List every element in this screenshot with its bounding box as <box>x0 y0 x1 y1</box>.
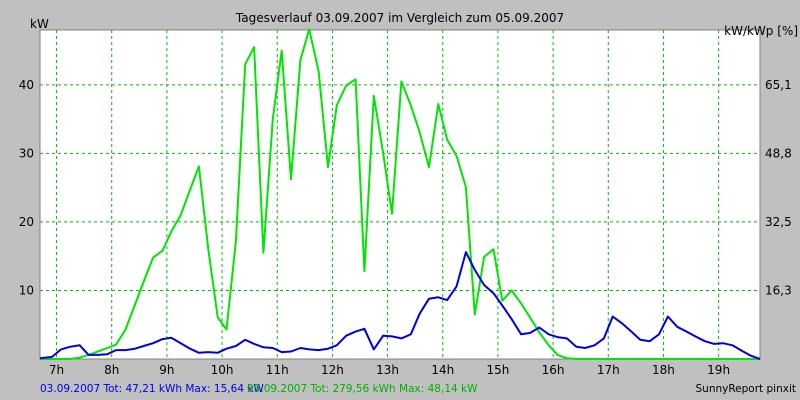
y-tick-label-right: 16,3 <box>765 283 792 297</box>
series-line-05-09-2007 <box>40 28 760 360</box>
y-tick-label-left: 40 <box>19 78 34 92</box>
axis-labels: 7h 8h 9h 10h 11h 12h 13h 14h 15h 16h 17h 18h 19h 10 20… <box>19 78 792 377</box>
legend-series-1: 03.09.2007 Tot: 47,21 kWh Max: 15,64 kW <box>40 383 264 395</box>
x-tick-label: 18h <box>652 363 675 377</box>
x-tick-label: 17h <box>597 363 620 377</box>
x-tick-label: 9h <box>159 363 174 377</box>
y-tick-label-right: 32,5 <box>765 215 792 229</box>
y-axis-label-right: kW/kWp [%] <box>724 24 798 38</box>
x-tick-label: 16h <box>542 363 565 377</box>
x-tick-label: 8h <box>104 363 119 377</box>
x-tick-label: 7h <box>49 363 64 377</box>
credit-text: SunnyReport pinxit <box>696 383 796 395</box>
y-tick-label-right: 65,1 <box>765 78 792 92</box>
y-tick-label-left: 20 <box>19 215 34 229</box>
x-tick-label: 15h <box>486 363 509 377</box>
y-tick-label-left: 30 <box>19 146 34 160</box>
legend-series-2: 05.09.2007 Tot: 279,56 kWh Max: 48,14 kW <box>247 383 478 395</box>
x-tick-label: 12h <box>321 363 344 377</box>
x-tick-label: 19h <box>707 363 730 377</box>
y-axis-label-left: kW <box>30 17 49 31</box>
y-tick-label-left: 10 <box>19 283 34 297</box>
grid <box>40 30 760 359</box>
chart-title: Tagesverlauf 03.09.2007 im Vergleich zum… <box>235 11 564 25</box>
series-layer <box>39 28 761 360</box>
x-tick-label: 14h <box>431 363 454 377</box>
series-line-03-09-2007 <box>39 251 761 360</box>
x-tick-label: 10h <box>211 363 234 377</box>
x-tick-label: 13h <box>376 363 399 377</box>
plot-area <box>39 29 761 360</box>
y-tick-label-right: 48,8 <box>765 146 792 160</box>
x-tick-label: 11h <box>266 363 289 377</box>
